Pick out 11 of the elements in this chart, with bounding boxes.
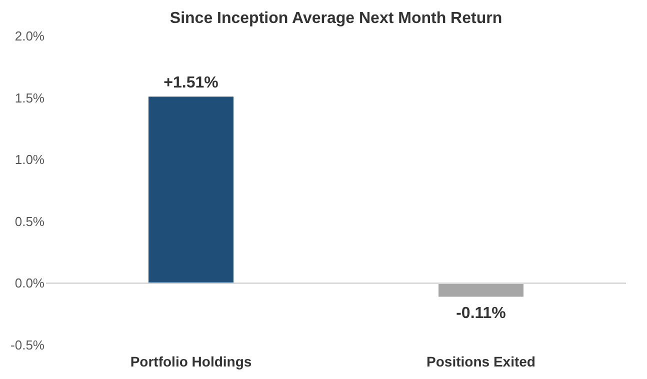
y-tick-label: 1.0% xyxy=(14,152,45,168)
y-tick-label: 0.5% xyxy=(14,214,45,229)
chart-title: Since Inception Average Next Month Return xyxy=(170,10,502,27)
y-tick-label: 1.5% xyxy=(14,90,45,106)
y-tick-label: 2.0% xyxy=(14,28,45,44)
x-tick-label: Portfolio Holdings xyxy=(130,354,252,370)
y-tick-label: 0.0% xyxy=(14,276,45,291)
x-tick-label: Positions Exited xyxy=(426,354,536,370)
data-label: -0.11% xyxy=(456,304,506,322)
data-label: +1.51% xyxy=(164,74,218,92)
y-tick-label: -0.5% xyxy=(10,338,45,352)
